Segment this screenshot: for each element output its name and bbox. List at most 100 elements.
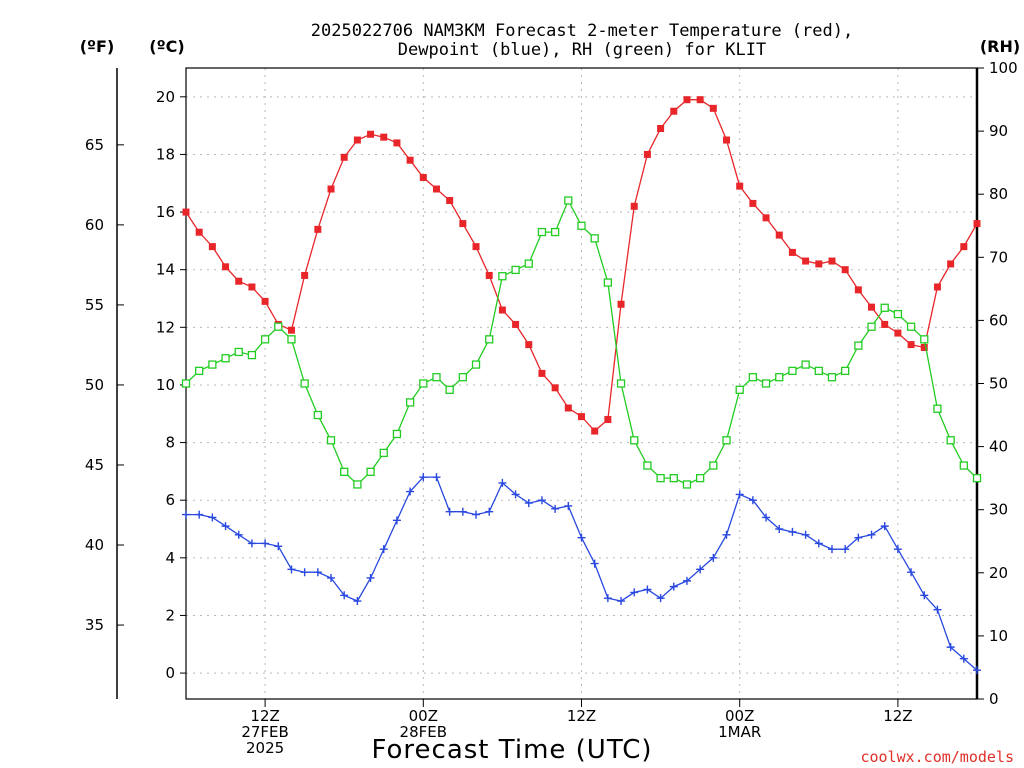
rh-point (471, 360, 481, 369)
credit-text: coolwx.com/models (860, 748, 1014, 766)
rh-tick-label: 10 (989, 627, 1008, 645)
dewpoint-point (735, 490, 744, 499)
rh-point (366, 467, 375, 476)
celsius-tick-label: 20 (156, 88, 175, 106)
rh-point (761, 379, 771, 388)
celsius-tick-label: 2 (165, 606, 175, 624)
dewpoint-point (419, 473, 428, 482)
rh-point (722, 436, 731, 445)
celsius-tick-label: 4 (165, 549, 175, 567)
rh-point (854, 341, 863, 350)
celsius-tick-label: 10 (156, 376, 175, 394)
temperature-point (762, 214, 770, 222)
temperature-point (696, 96, 704, 104)
dewpoint-point (603, 594, 612, 603)
temperature-point (802, 257, 810, 265)
rh-point (775, 373, 784, 382)
fahrenheit-tick-label: 50 (85, 376, 104, 394)
rh-point (564, 196, 573, 205)
x-tick-label: 12Z (567, 707, 596, 725)
dewpoint-point (801, 530, 810, 539)
temperature-point (630, 202, 638, 210)
temperature-point (709, 104, 717, 112)
temperature-point (828, 257, 836, 265)
x-axis-label: Forecast Time (UTC) (371, 735, 652, 765)
rh-point (300, 379, 309, 388)
temperature-point (894, 329, 902, 337)
rh-point (748, 373, 758, 382)
temperature-point (459, 220, 467, 228)
dewpoint-point (920, 591, 929, 600)
rh-tick-label: 80 (989, 185, 1008, 203)
temperature-point (472, 243, 480, 251)
dewpoint-point (472, 510, 481, 519)
temperature-point (287, 326, 295, 334)
rh-point (946, 436, 955, 445)
temperature-point (301, 271, 309, 279)
dewpoint-point (959, 654, 968, 663)
dewpoint-point (379, 545, 388, 554)
temperature-point (683, 96, 691, 104)
rh-point (643, 461, 652, 470)
temperature-point (841, 266, 849, 274)
dewpoint-point (762, 513, 771, 522)
fahrenheit-unit-label: (ºF) (80, 37, 115, 56)
temperature-point (578, 413, 585, 421)
celsius-tick-label: 0 (165, 664, 175, 682)
x-tick-label: 2025 (246, 739, 284, 757)
temperature-point (881, 320, 889, 328)
dewpoint-point (274, 542, 283, 551)
rh-point (616, 379, 626, 388)
temperature-point (736, 182, 744, 190)
rh-tick-label: 100 (989, 59, 1018, 77)
dewpoint-point (261, 539, 270, 548)
temperature-point (564, 404, 572, 412)
rh-point (458, 373, 468, 382)
rh-point (735, 385, 744, 394)
x-tick-label: 28FEB (400, 723, 447, 741)
rh-point (379, 448, 388, 458)
rh-point (221, 354, 230, 363)
rh-point (814, 366, 823, 376)
temperature-point (591, 427, 599, 435)
rh-point (405, 398, 415, 407)
fahrenheit-tick-label: 60 (85, 216, 104, 234)
celsius-unit-label: (ºC) (149, 37, 184, 56)
temperature-point (868, 303, 876, 311)
rh-tick-label: 60 (989, 311, 1008, 329)
dewpoint-point (551, 504, 560, 513)
dewpoint-point (432, 473, 441, 482)
rh-point (827, 373, 837, 382)
rh-point (669, 473, 678, 483)
dewpoint-point (867, 530, 876, 539)
rh-point (893, 309, 903, 319)
rh-point (498, 272, 507, 281)
temperature-point (314, 225, 322, 233)
temperature-point (643, 150, 651, 158)
celsius-tick-label: 14 (156, 261, 175, 279)
dewpoint-point (577, 533, 586, 542)
temperature-point (208, 243, 216, 251)
rh-point (920, 335, 929, 344)
rh-point (485, 335, 494, 344)
rh-point (788, 366, 797, 376)
rh-point (709, 461, 718, 470)
rh-point (630, 436, 639, 445)
rh-point (524, 259, 533, 268)
dewpoint-point (221, 522, 230, 531)
rh-point (867, 322, 876, 331)
rh-point (933, 404, 942, 413)
dewpoint-point (827, 545, 836, 554)
dewpoint-point (366, 573, 375, 582)
dewpoint-point (524, 499, 533, 508)
dewpoint-point (617, 597, 626, 606)
chart-title-line1: 2025022706 NAM3KM Forecast 2-meter Tempe… (311, 21, 853, 41)
celsius-tick-label: 8 (165, 434, 175, 452)
temperature-point (538, 369, 546, 377)
temperature-point (604, 416, 612, 424)
dewpoint-point (564, 501, 573, 510)
rh-point (590, 234, 599, 243)
temperature-point (947, 260, 955, 268)
rh-point (841, 366, 850, 376)
